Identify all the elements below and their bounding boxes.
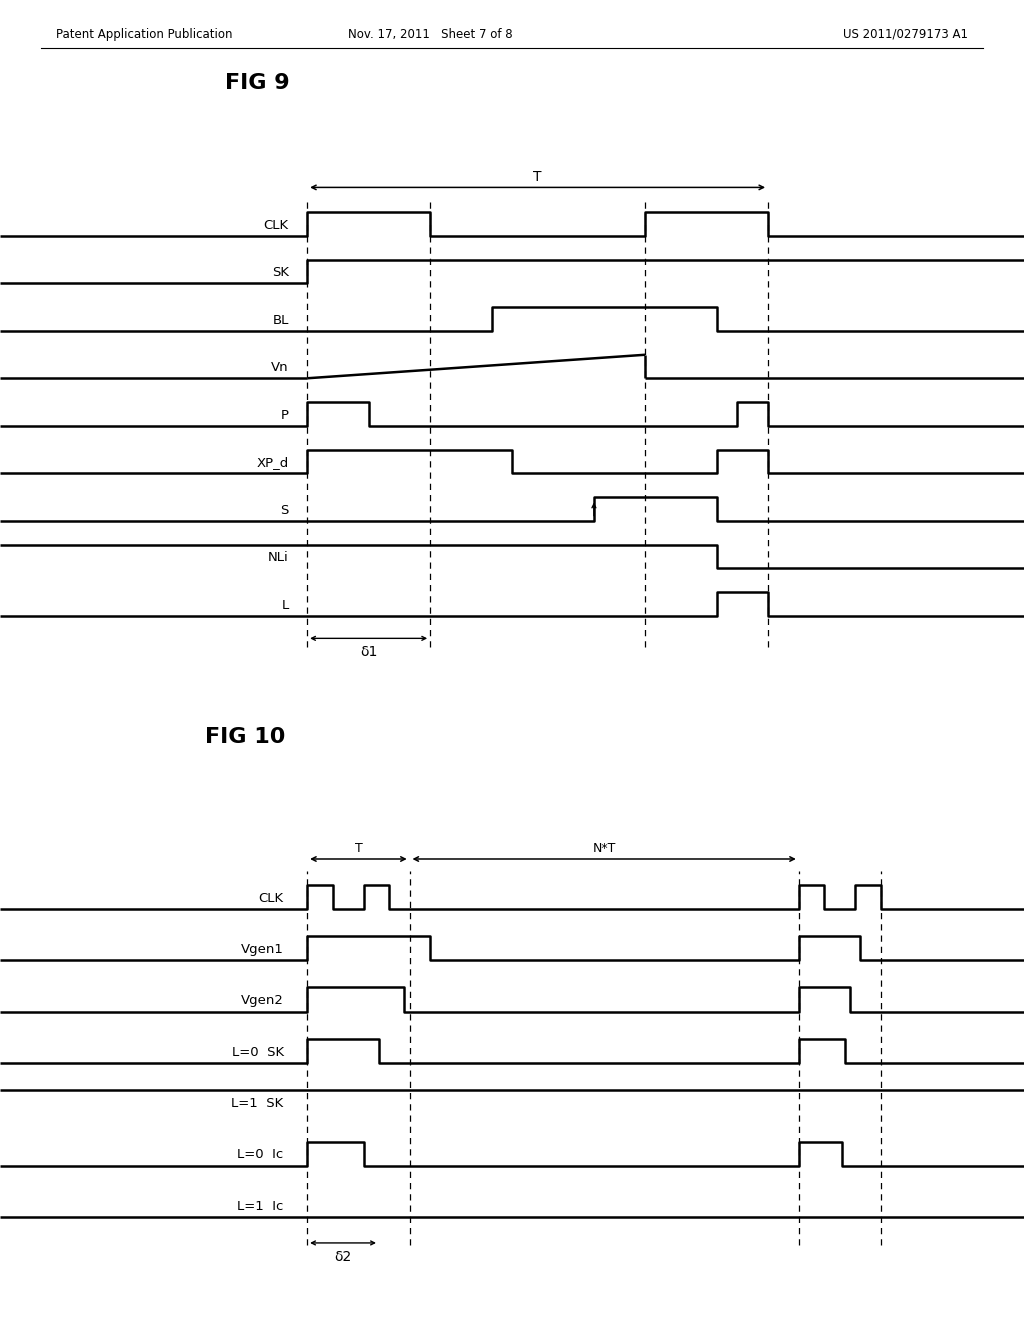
Text: δ2: δ2 [335,1250,351,1265]
Text: L=1  Ic: L=1 Ic [238,1200,284,1213]
Text: S: S [281,504,289,516]
Text: SK: SK [271,267,289,280]
Text: L=0  Ic: L=0 Ic [238,1148,284,1162]
Text: L=1  SK: L=1 SK [231,1097,284,1110]
Text: NLi: NLi [268,552,289,564]
Text: BL: BL [272,314,289,327]
Text: CLK: CLK [263,219,289,232]
Text: FIG 10: FIG 10 [205,727,285,747]
Text: Vgen2: Vgen2 [241,994,284,1007]
Text: US 2011/0279173 A1: US 2011/0279173 A1 [843,28,968,41]
Text: N*T: N*T [593,842,615,855]
Text: L: L [282,599,289,611]
Text: T: T [534,170,542,183]
Text: Vgen1: Vgen1 [241,942,284,956]
Text: Vn: Vn [271,362,289,374]
Text: T: T [354,842,362,855]
Text: CLK: CLK [258,891,284,904]
Text: FIG 9: FIG 9 [225,73,290,92]
Text: XP_d: XP_d [257,457,289,469]
Text: P: P [281,409,289,421]
Text: Nov. 17, 2011   Sheet 7 of 8: Nov. 17, 2011 Sheet 7 of 8 [348,28,512,41]
Text: δ1: δ1 [360,645,377,659]
Text: Patent Application Publication: Patent Application Publication [56,28,232,41]
Text: L=0  SK: L=0 SK [231,1045,284,1059]
